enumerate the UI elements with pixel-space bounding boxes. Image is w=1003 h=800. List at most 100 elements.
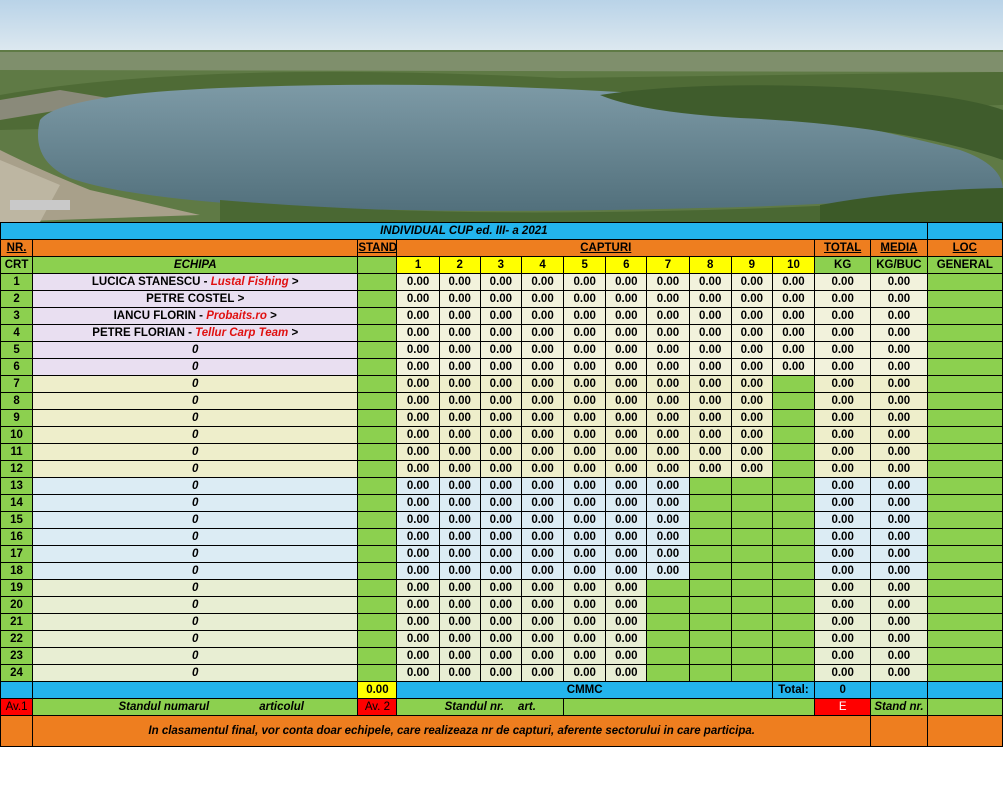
blank-cell [870,681,928,699]
catch-cell: 0.00 [396,307,440,325]
catch-cell: 0.00 [479,647,522,665]
catch-cell: 0.00 [646,341,690,359]
media-cell: 0.00 [870,596,928,614]
catch-cell: 0.00 [396,409,440,427]
catch-cell: 0.00 [605,273,648,291]
total-kg-cell: 0.00 [814,273,872,291]
team-name-cell: 0 [32,545,359,563]
team-placeholder: 0 [192,615,199,628]
row-number: 1 [0,273,34,291]
catch-cell: 0.00 [730,273,773,291]
round-header: 7 [646,256,690,274]
catch-cell: 0.00 [520,426,565,444]
loc-cell [926,290,1003,308]
catch-cell: 0.00 [771,273,816,291]
table-row: 7 0 0.00 0.00 0.00 0.00 0.00 0.00 0.00 0.00 0.00 0.… [0,375,1003,393]
blank-cell [32,681,359,699]
table-row: 4 PETRE FLORIAN - Tellur Carp Team >0.00 0… [0,324,1003,342]
catch-cell: 0.00 [479,375,522,393]
catch-cell-disabled [688,477,732,495]
catch-cell: 0.00 [563,664,607,682]
catch-cell: 0.00 [438,613,481,631]
total-kg-cell: 0.00 [814,392,872,410]
table-row: 5 0 0.00 0.00 0.00 0.00 0.00 0.00 0.00 0.00 0.00 0.… [0,341,1003,359]
catch-cell: 0.00 [438,324,481,342]
table-row: 14 0 0.00 0.00 0.00 0.00 0.00 0.00 0.00 0.00 0.00 [0,494,1003,512]
row-number: 5 [0,341,34,359]
catch-cell: 0.00 [605,613,648,631]
row-number: 15 [0,511,34,529]
catch-cell: 0.00 [730,426,773,444]
table-row: 17 0 0.00 0.00 0.00 0.00 0.00 0.00 0.00 0.00 0.00 [0,545,1003,563]
stand-cell [357,613,398,631]
row-number: 21 [0,613,34,631]
nr-header: NR. [0,239,34,257]
loc-cell [926,392,1003,410]
catch-cell-disabled [646,647,690,665]
art: art. [518,700,536,713]
team-placeholder: 0 [192,530,199,543]
stand-cell [357,545,398,563]
table-row: 2 PETRE COSTEL >0.00 0.00 0.00 0.00 0.00 0.00 0… [0,290,1003,308]
catch-cell: 0.00 [730,409,773,427]
media-cell: 0.00 [870,494,928,512]
media-cell: 0.00 [870,358,928,376]
loc-cell [926,494,1003,512]
team-placeholder: 0 [192,343,199,356]
catch-cell: 0.00 [646,409,690,427]
catch-cell: 0.00 [479,273,522,291]
total-kg-cell: 0.00 [814,307,872,325]
row-number: 19 [0,579,34,597]
arrow-marker: > [291,275,299,288]
cmmc-text: CMMC [566,683,603,696]
catch-cell: 0.00 [605,545,648,563]
catch-cell-disabled [771,477,816,495]
catch-cell: 0.00 [605,511,648,529]
catch-cell: 0.00 [646,358,690,376]
standul-nr: Standul nr. [444,700,505,713]
catch-cell: 0.00 [438,460,481,478]
catch-cell: 0.00 [438,630,481,648]
total-value: 0 [814,681,872,699]
total-kg-cell: 0.00 [814,341,872,359]
catch-cell: 0.00 [520,545,565,563]
row-number: 2 [0,290,34,308]
catch-cell: 0.00 [730,307,773,325]
catch-cell: 0.00 [479,528,522,546]
table-row: 21 0 0.00 0.00 0.00 0.00 0.00 0.00 0.00 0.00 [0,613,1003,631]
catch-cell: 0.00 [396,324,440,342]
catch-cell: 0.00 [438,375,481,393]
catch-cell: 0.00 [563,545,607,563]
row-number: 10 [0,426,34,444]
catch-cell-disabled [771,579,816,597]
total-kg-cell: 0.00 [814,290,872,308]
catch-cell: 0.00 [520,647,565,665]
catch-cell: 0.00 [479,307,522,325]
round-header: 2 [438,256,481,274]
catch-cell: 0.00 [730,290,773,308]
team-name-cell: 0 [32,528,359,546]
catch-cell: 0.00 [396,494,440,512]
media-cell: 0.00 [870,290,928,308]
team-placeholder: 0 [192,445,199,458]
articolul: articolul [259,700,304,713]
catch-cell: 0.00 [563,613,607,631]
total-kg-cell: 0.00 [814,511,872,529]
catch-cell: 0.00 [646,307,690,325]
table-row: 11 0 0.00 0.00 0.00 0.00 0.00 0.00 0.00 0.00 0.00 0… [0,443,1003,461]
team-name-cell: PETRE FLORIAN - Tellur Carp Team > [32,324,359,342]
catch-cell: 0.00 [563,324,607,342]
total-kg-cell: 0.00 [814,647,872,665]
catch-cell-disabled [771,545,816,563]
catch-cell: 0.00 [479,358,522,376]
catch-cell: 0.00 [605,664,648,682]
loc-cell [926,443,1003,461]
team-placeholder: 0 [192,649,199,662]
catch-cell-disabled [688,562,732,580]
club-name: Probaits.ro [206,309,267,322]
catch-cell-disabled [688,579,732,597]
team-name: IANCU FLORIN - [113,309,204,322]
media-cell: 0.00 [870,528,928,546]
loc-cell [926,579,1003,597]
catch-cell: 0.00 [730,324,773,342]
